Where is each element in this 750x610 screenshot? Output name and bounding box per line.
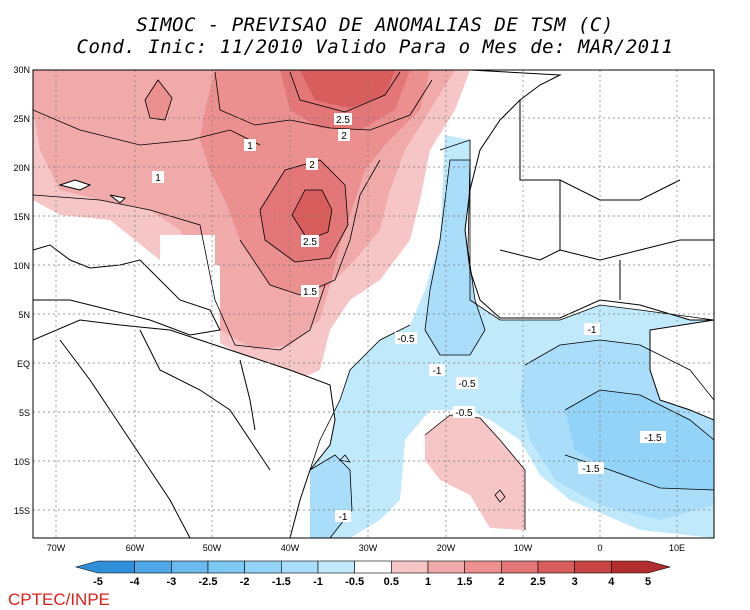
anomaly-neg-1a xyxy=(425,160,485,355)
south-africa-land xyxy=(649,319,714,421)
longitude-labels: 70W 60W 50W 40W 30W 20W 10W 0 10E xyxy=(47,543,685,553)
colorbar-swatch xyxy=(501,560,539,574)
colorbar-label: 1 xyxy=(425,576,431,588)
map-title: SIMOC - PREVISAO DE ANOMALIAS DE TSM (C) xyxy=(136,14,614,36)
country-borders xyxy=(59,100,714,538)
colorbar: -5 -4 -3 -2.5 -2 -1.5 -1 -0.5 0.5 1 1.5 2 2.5 3 4 5 xyxy=(74,560,672,588)
contour-label: 1 xyxy=(247,141,253,152)
lat-label: 5N xyxy=(18,310,30,320)
colorbar-swatch xyxy=(537,560,575,574)
contour-label: -0.5 xyxy=(455,408,473,419)
colorbar-swatch xyxy=(427,560,465,574)
colorbar-swatch xyxy=(207,560,245,574)
colorbar-label: 2.5 xyxy=(530,576,545,588)
lon-label: 60W xyxy=(126,543,145,553)
credit-label: CPTEC/INPE xyxy=(8,590,111,609)
colorbar-label: 0.5 xyxy=(384,576,399,588)
contour-label: -0.5 xyxy=(397,334,415,345)
colorbar-label: -0.5 xyxy=(345,576,364,588)
colorbar-label: 2 xyxy=(498,576,504,588)
contour-label: -0.5 xyxy=(458,379,476,390)
colorbar-swatch xyxy=(134,560,172,574)
anomaly-fields: 1 1 2.5 2 2 2.5 1.5 -0.5 -0.5 -0.5 -1 -1… xyxy=(33,70,714,538)
central-america-land xyxy=(33,244,221,336)
colorbar-swatch xyxy=(281,560,319,574)
anomaly-pos-25a xyxy=(300,70,395,108)
contour-label: -1 xyxy=(588,325,597,336)
colorbar-label: -2.5 xyxy=(199,576,218,588)
contour-label: 2.5 xyxy=(336,115,350,126)
contour-label: 2 xyxy=(341,131,347,142)
colorbar-swatch xyxy=(244,560,282,574)
contour-label: 2.5 xyxy=(303,237,317,248)
colorbar-swatch xyxy=(391,560,429,574)
contour-label: 2 xyxy=(309,160,315,171)
map-subtitle: Cond. Inic: 11/2010 Valido Para o Mes de… xyxy=(76,36,674,58)
colorbar-label: 3 xyxy=(572,576,578,588)
caribbean-islands xyxy=(58,179,127,204)
lat-label: 30N xyxy=(13,65,30,75)
lon-label: 20W xyxy=(437,543,456,553)
lat-label: 15N xyxy=(13,212,30,222)
lon-label: 50W xyxy=(203,543,222,553)
colorbar-label: -1.5 xyxy=(272,576,291,588)
colorbar-label: 1.5 xyxy=(457,576,472,588)
contour-label: -1 xyxy=(433,366,442,377)
graticule xyxy=(33,70,714,538)
contour-label: 1.5 xyxy=(303,287,317,298)
lat-label: 25N xyxy=(13,114,30,124)
lon-label: 10W xyxy=(514,543,533,553)
contour-label: -1.5 xyxy=(582,464,600,475)
colorbar-swatch xyxy=(317,560,355,574)
map-frame xyxy=(32,69,715,539)
lat-label: 20N xyxy=(13,163,30,173)
south-america-land xyxy=(33,319,336,538)
colorbar-label: -2 xyxy=(240,576,250,588)
colorbar-label: 5 xyxy=(645,576,651,588)
lon-label: 40W xyxy=(281,543,300,553)
contour-label-group: 1 1 2.5 2 2 2.5 1.5 -0.5 -0.5 -0.5 -1 -1… xyxy=(152,113,666,523)
lat-label: 5S xyxy=(19,408,30,418)
lat-label: EQ xyxy=(17,359,30,369)
contour-label: 1 xyxy=(155,173,161,184)
colorbar-swatch xyxy=(354,560,392,574)
lat-label: 10N xyxy=(13,261,30,271)
lon-label: 30W xyxy=(359,543,378,553)
colorbar-swatch xyxy=(574,560,612,574)
contour-label: -1.5 xyxy=(644,433,662,444)
colorbar-swatch xyxy=(171,560,209,574)
lon-label: 70W xyxy=(47,543,66,553)
lon-label: 0 xyxy=(597,543,602,553)
contour-label: -1 xyxy=(339,512,348,523)
colorbar-label: -1 xyxy=(313,576,323,588)
lat-label: 10S xyxy=(14,457,30,467)
colorbar-label: -4 xyxy=(130,576,141,588)
colorbar-swatch xyxy=(611,560,672,574)
colorbar-swatch xyxy=(74,560,135,574)
anomaly-pos-south xyxy=(425,415,525,530)
lat-label: 15S xyxy=(14,506,30,516)
colorbar-label: 4 xyxy=(608,576,615,588)
lon-label: 10E xyxy=(669,543,685,553)
colorbar-label: -3 xyxy=(166,576,176,588)
colorbar-label: -5 xyxy=(93,576,103,588)
colorbar-swatch xyxy=(464,560,502,574)
anomaly-pos-25b xyxy=(292,190,332,240)
latitude-labels: 30N 25N 20N 15N 10N 5N EQ 5S 10S 15S xyxy=(13,65,30,516)
